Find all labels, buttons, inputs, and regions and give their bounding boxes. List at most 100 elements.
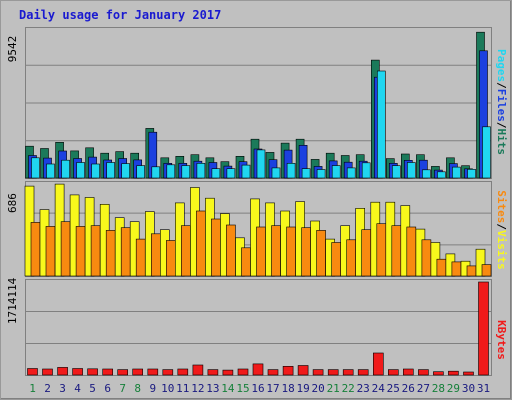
x-tick-label-day-20: 20: [311, 382, 324, 395]
bar-pages-day-8: [136, 165, 145, 179]
bar-sites-day-21: [331, 242, 342, 277]
bar-sites-day-15: [241, 247, 251, 277]
bar-sites-day-12: [196, 210, 206, 277]
bar-sites-day-7: [120, 227, 131, 277]
bar-kbytes-day-3: [57, 367, 68, 376]
panel-frame: [25, 27, 492, 179]
bar-pages-day-1: [31, 157, 40, 179]
x-tick-label-day-10: 10: [161, 382, 174, 395]
bar-pages-day-5: [91, 163, 100, 179]
x-tick-label-day-9: 9: [149, 382, 156, 395]
x-tick-label-day-1: 1: [29, 382, 36, 395]
bar-kbytes-day-14: [222, 369, 234, 376]
bar-pages-day-16: [256, 149, 266, 179]
x-tick-label-day-8: 8: [134, 382, 141, 395]
bar-sites-day-4: [75, 226, 86, 277]
x-tick-label-day-27: 27: [417, 382, 430, 395]
bar-pages-day-17: [271, 167, 281, 179]
bar-pages-day-2: [46, 163, 55, 179]
bar-pages-day-26: [406, 162, 416, 179]
bar-sites-day-16: [256, 226, 266, 277]
x-tick-label-day-21: 21: [327, 382, 340, 395]
x-tick-label-day-24: 24: [372, 382, 386, 395]
bar-kbytes-day-1: [27, 368, 38, 376]
bar-sites-day-29: [451, 261, 462, 277]
bar-pages-day-6: [106, 162, 115, 179]
panel-kbytes: 1714114 KBytes: [6, 277, 508, 376]
bar-kbytes-day-27: [418, 369, 429, 376]
bar-sites-day-31: [481, 264, 492, 277]
legend-pages: Pages: [495, 49, 508, 82]
bar-pages-day-30: [467, 169, 476, 179]
bar-sites-day-18: [286, 226, 296, 277]
bar-sites-day-3: [60, 221, 71, 277]
bar-pages-day-7: [121, 163, 130, 179]
x-tick-label-day-17: 17: [266, 382, 279, 395]
legend-hits: Hits: [495, 129, 508, 156]
bar-kbytes-day-25: [387, 369, 399, 376]
bar-pages-day-31: [482, 126, 491, 179]
bar-pages-day-29: [452, 166, 461, 179]
legend-files: Files: [495, 89, 508, 122]
bar-pages-day-22: [346, 167, 356, 179]
bar-pages-day-14: [226, 168, 236, 179]
bar-sites-day-25: [391, 225, 402, 277]
bar-kbytes-day-28: [433, 371, 444, 376]
bar-kbytes-day-24: [372, 352, 384, 376]
bar-sites-day-17: [271, 225, 281, 277]
x-tick-label-day-25: 25: [387, 382, 400, 395]
bar-kbytes-day-11: [177, 368, 189, 376]
y-max-label: 686: [6, 193, 19, 213]
legend-kbytes: KBytes: [495, 320, 508, 360]
bar-kbytes-day-6: [102, 368, 113, 376]
panel-visits: 686 Sites/Visits: [6, 181, 508, 277]
bar-pages-day-25: [391, 165, 401, 179]
bar-pages-day-10: [166, 164, 176, 179]
x-tick-label-day-6: 6: [104, 382, 111, 395]
bar-kbytes-day-5: [87, 368, 98, 376]
x-tick-label-day-31: 31: [477, 382, 490, 395]
x-tick-label-day-2: 2: [44, 382, 51, 395]
x-tick-label-day-18: 18: [281, 382, 294, 395]
bar-sites-day-27: [421, 239, 432, 277]
x-tick-label-day-22: 22: [342, 382, 355, 395]
chart-title: Daily usage for January 2017: [19, 8, 221, 22]
panel-traffic: 9542 Pages/Files/Hits: [6, 27, 508, 179]
bar-kbytes-day-30: [463, 371, 474, 376]
bar-sites-day-28: [436, 258, 447, 277]
bar-sites-day-10: [166, 240, 176, 277]
x-tick-label-day-3: 3: [59, 382, 66, 395]
bar-pages-day-15: [241, 164, 251, 179]
bar-pages-day-13: [211, 168, 221, 179]
bar-kbytes-day-17: [267, 369, 279, 376]
bar-sites-day-1: [30, 222, 41, 277]
legend-separator: /: [495, 122, 508, 129]
bar-kbytes-day-8: [132, 368, 143, 376]
bar-sites-day-24: [376, 223, 387, 277]
series-label-kbytes: KBytes: [495, 320, 508, 360]
series-label-traffic: Pages/Files/Hits: [495, 49, 508, 155]
bar-pages-day-28: [437, 171, 446, 179]
bar-kbytes-day-13: [207, 369, 219, 376]
bar-pages-day-19: [301, 168, 311, 179]
bar-sites-day-23: [361, 229, 372, 277]
bar-kbytes-day-9: [147, 368, 159, 376]
bar-sites-day-20: [316, 230, 326, 277]
legend-visits: Visits: [495, 230, 508, 270]
x-tick-label-day-29: 29: [447, 382, 460, 395]
legend-sites: Sites: [495, 190, 508, 223]
bar-kbytes-day-21: [327, 369, 339, 376]
series-label-visits: Sites/Visits: [495, 190, 508, 270]
legend-separator: /: [495, 82, 508, 89]
bar-sites-day-8: [135, 238, 146, 277]
x-tick-label-day-26: 26: [402, 382, 415, 395]
bar-sites-day-6: [105, 230, 116, 277]
bar-kbytes-day-16: [252, 363, 264, 376]
panel-frame: [25, 279, 492, 376]
x-tick-label-day-11: 11: [176, 382, 189, 395]
x-tick-label-day-30: 30: [462, 382, 475, 395]
bar-sites-day-26: [406, 226, 417, 277]
bar-kbytes-day-31: [478, 281, 489, 376]
bar-kbytes-day-15: [237, 368, 249, 376]
